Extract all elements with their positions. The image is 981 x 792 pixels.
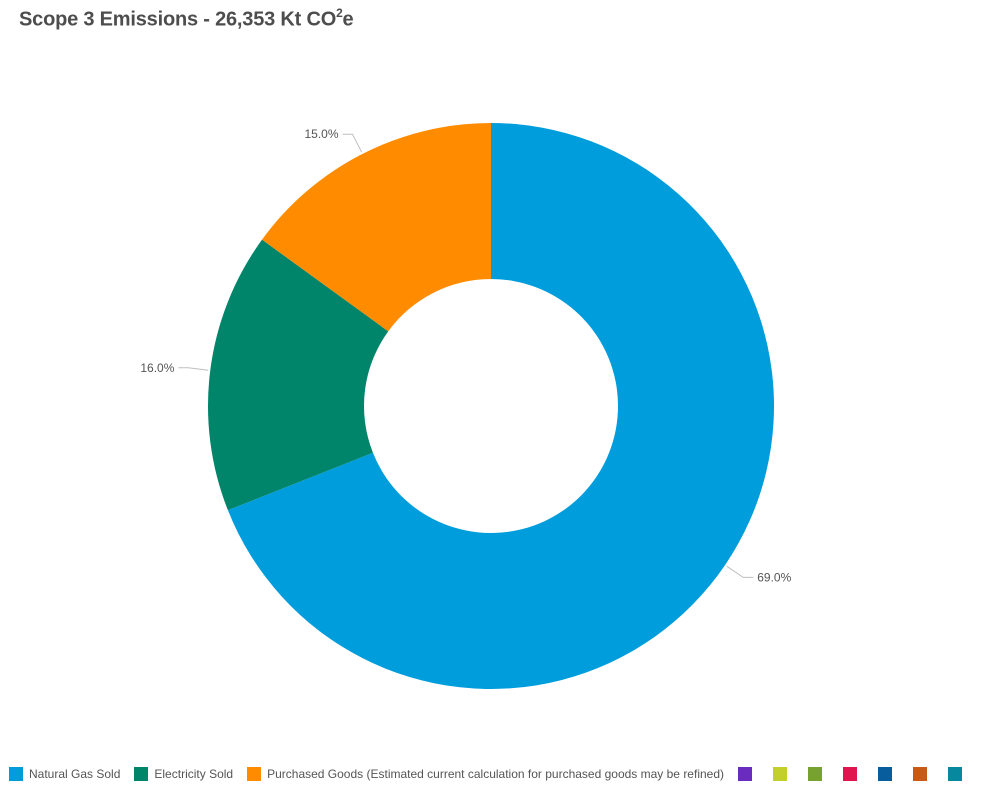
leader-line-purchased-goods <box>342 133 363 153</box>
legend-item-unlabeled-3[interactable] <box>808 767 823 781</box>
legend-swatch <box>948 767 963 781</box>
chart-legend: Natural Gas Sold Electricity Sold Purchase… <box>9 765 963 783</box>
legend-item-purchased-goods[interactable]: Purchased Goods (Estimated current calcu… <box>247 767 724 781</box>
legend-label: Purchased Goods (Estimated current calcu… <box>267 767 725 781</box>
legend-item-unlabeled-1[interactable] <box>738 767 753 781</box>
legend-item-unlabeled-2[interactable] <box>773 767 788 781</box>
legend-item-unlabeled-7[interactable] <box>948 767 963 781</box>
data-label-purchased-goods: 15.0% <box>305 127 339 141</box>
slice-purchased-goods[interactable] <box>262 123 491 332</box>
legend-label: Electricity Sold <box>154 767 234 781</box>
legend-item-unlabeled-4[interactable] <box>843 767 858 781</box>
legend-swatch <box>843 767 858 781</box>
leader-line-natural-gas-sold <box>726 565 754 578</box>
legend-item-electricity-sold[interactable]: Electricity Sold <box>134 767 233 781</box>
legend-label: Natural Gas Sold <box>29 767 121 781</box>
legend-swatch <box>247 767 262 781</box>
legend-item-unlabeled-6[interactable] <box>913 767 928 781</box>
legend-swatch <box>9 767 23 781</box>
legend-swatch <box>134 767 149 781</box>
legend-swatch <box>878 767 893 781</box>
leader-line-electricity-sold <box>178 367 209 371</box>
legend-swatch <box>808 767 823 781</box>
title-suffix: e <box>342 8 354 31</box>
slice-electricity-sold[interactable] <box>207 239 389 511</box>
slice-natural-gas-sold[interactable] <box>227 123 774 689</box>
legend-swatch <box>738 767 753 781</box>
donut-chart: 69.0% 16.0% 15.0% <box>140 123 792 689</box>
legend-item-natural-gas-sold[interactable]: Natural Gas Sold <box>9 767 120 781</box>
legend-swatch <box>913 767 928 781</box>
data-label-electricity-sold: 16.0% <box>140 361 174 375</box>
legend-swatch <box>773 767 788 781</box>
chart-title: Scope 3 Emissions - 26,353 Kt CO2e <box>19 6 354 32</box>
data-label-natural-gas-sold: 69.0% <box>757 570 791 584</box>
title-text: Scope 3 Emissions - 26,353 Kt CO <box>19 8 337 31</box>
legend-item-unlabeled-5[interactable] <box>878 767 893 781</box>
title-superscript: 2 <box>336 6 343 20</box>
